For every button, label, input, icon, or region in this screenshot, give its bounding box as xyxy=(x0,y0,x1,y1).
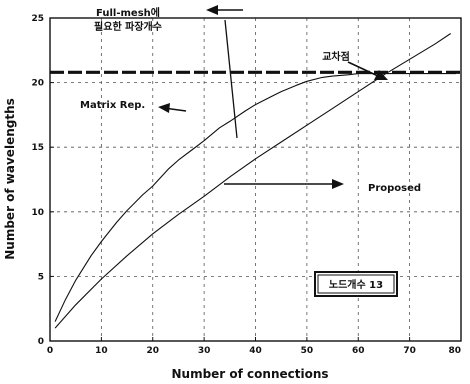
matrix-arrow xyxy=(158,103,187,113)
x-tick-label-40: 40 xyxy=(249,346,262,356)
x-axis-title: Number of connections xyxy=(171,367,328,381)
x-tick-label-10: 10 xyxy=(95,346,108,356)
y-axis-ticks: 0 5 10 15 20 25 xyxy=(31,14,54,347)
x-tick-label-70: 70 xyxy=(403,346,416,356)
y-tick-label-10: 10 xyxy=(31,208,44,218)
y-tick-label-25: 25 xyxy=(31,14,44,24)
x-tick-label-50: 50 xyxy=(301,346,314,356)
y-tick-label-0: 0 xyxy=(38,337,44,347)
x-tick-label-30: 30 xyxy=(198,346,211,356)
crossing-arrow xyxy=(347,61,388,80)
x-axis-ticks: 0 10 20 30 40 50 60 70 80 xyxy=(47,337,462,356)
series-line-2 xyxy=(54,33,452,329)
fullmesh-label-line2: 필요한 파장개수 xyxy=(94,20,162,33)
x-tick-label-0: 0 xyxy=(47,346,53,356)
y-tick-label-20: 20 xyxy=(31,79,44,89)
crossing-label: 교차점 xyxy=(322,50,350,63)
x-tick-label-80: 80 xyxy=(448,346,461,356)
fullmesh-label-line1: Full-mesh에 xyxy=(96,6,160,19)
node-count-box: 노드개수 13 xyxy=(314,271,398,297)
proposed-label: Proposed xyxy=(368,183,421,194)
proposed-arrow xyxy=(224,179,344,189)
series-group xyxy=(50,33,461,329)
y-tick-label-15: 15 xyxy=(31,143,44,153)
fullmesh-arrow xyxy=(206,5,243,15)
grid xyxy=(50,18,461,341)
y-axis-title: Number of wavelengths xyxy=(3,98,17,260)
y-tick-label-5: 5 xyxy=(38,272,44,282)
matrix-label: Matrix Rep. xyxy=(80,100,145,111)
x-tick-label-60: 60 xyxy=(352,346,365,356)
fullmesh-pointer-line xyxy=(224,19,238,139)
x-tick-label-20: 20 xyxy=(146,346,159,356)
node-count-label: 노드개수 13 xyxy=(329,278,383,291)
